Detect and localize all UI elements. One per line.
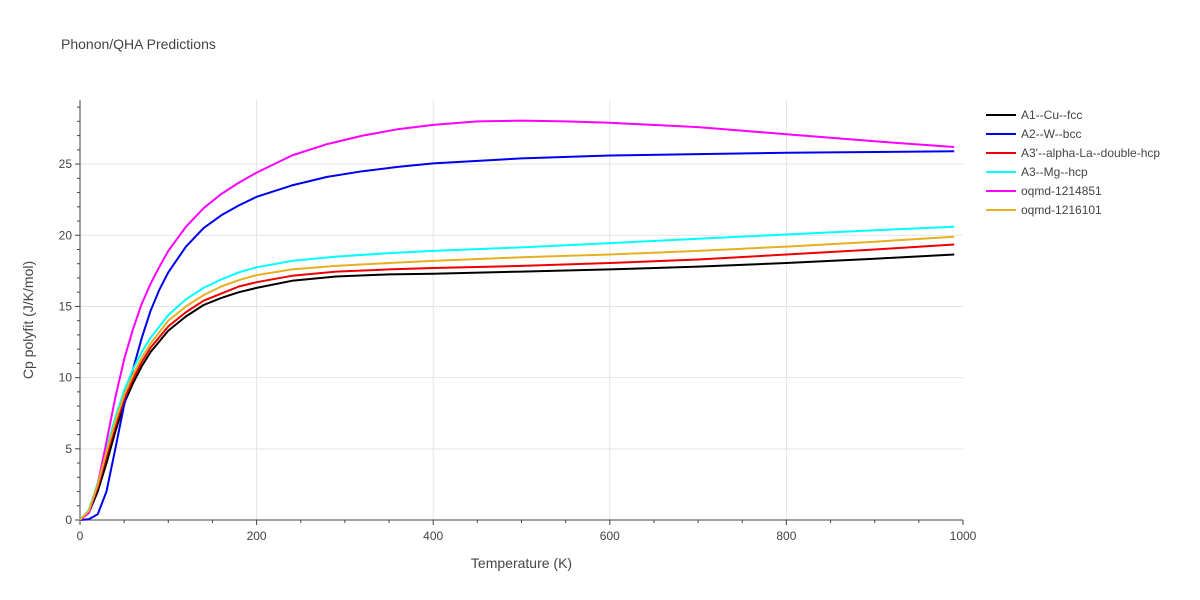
legend-item[interactable]: oqmd-1216101 <box>986 203 1102 217</box>
legend-item[interactable]: A3--Mg--hcp <box>986 165 1088 179</box>
x-tick-label: 0 <box>77 529 84 543</box>
legend-label: oqmd-1216101 <box>1021 203 1102 217</box>
axes: 0 5 10 15 20 25 0 200 400 600 800 1000 <box>59 100 977 543</box>
legend-item[interactable]: A1--Cu--fcc <box>986 108 1082 122</box>
y-tick-label: 25 <box>59 157 73 171</box>
legend-item[interactable]: oqmd-1214851 <box>986 184 1102 198</box>
legend-label: A2--W--bcc <box>1021 127 1081 141</box>
x-tick-label: 1000 <box>950 529 977 543</box>
series-line-a3-alpha-la-double-hcp <box>79 243 955 521</box>
series-line-oqmd-1216101 <box>79 235 955 521</box>
chart-title: Phonon/QHA Predictions <box>61 36 216 52</box>
legend-label: A3--Mg--hcp <box>1021 165 1088 179</box>
legend-item[interactable]: A3'--alpha-La--double-hcp <box>986 146 1160 160</box>
legend-label: oqmd-1214851 <box>1021 184 1102 198</box>
y-tick-label: 0 <box>65 513 72 527</box>
x-tick-label: 800 <box>776 529 796 543</box>
x-tick-label: 400 <box>423 529 443 543</box>
gridlines <box>80 100 963 520</box>
series-line-oqmd-1214851 <box>79 119 955 521</box>
x-axis-title: Temperature (K) <box>471 555 572 571</box>
series-line-a3-mg-hcp <box>79 225 955 521</box>
x-tick-label: 600 <box>600 529 620 543</box>
y-tick-label: 15 <box>59 299 73 313</box>
y-axis-title: Cp polyfit (J/K/mol) <box>20 261 36 379</box>
y-tick-label: 5 <box>65 442 72 456</box>
legend-label: A3'--alpha-La--double-hcp <box>1021 146 1160 160</box>
series-line-a2-w-bcc <box>79 150 955 521</box>
series-line-a1-cu-fcc <box>79 253 955 521</box>
legend[interactable]: A1--Cu--fcc A2--W--bcc A3'--alpha-La--doub… <box>986 108 1160 217</box>
legend-item[interactable]: A2--W--bcc <box>986 127 1081 141</box>
y-tick-label: 20 <box>59 228 73 242</box>
series-layer <box>79 119 955 521</box>
x-tick-label: 200 <box>247 529 267 543</box>
legend-label: A1--Cu--fcc <box>1021 108 1082 122</box>
y-tick-label: 10 <box>59 371 73 385</box>
